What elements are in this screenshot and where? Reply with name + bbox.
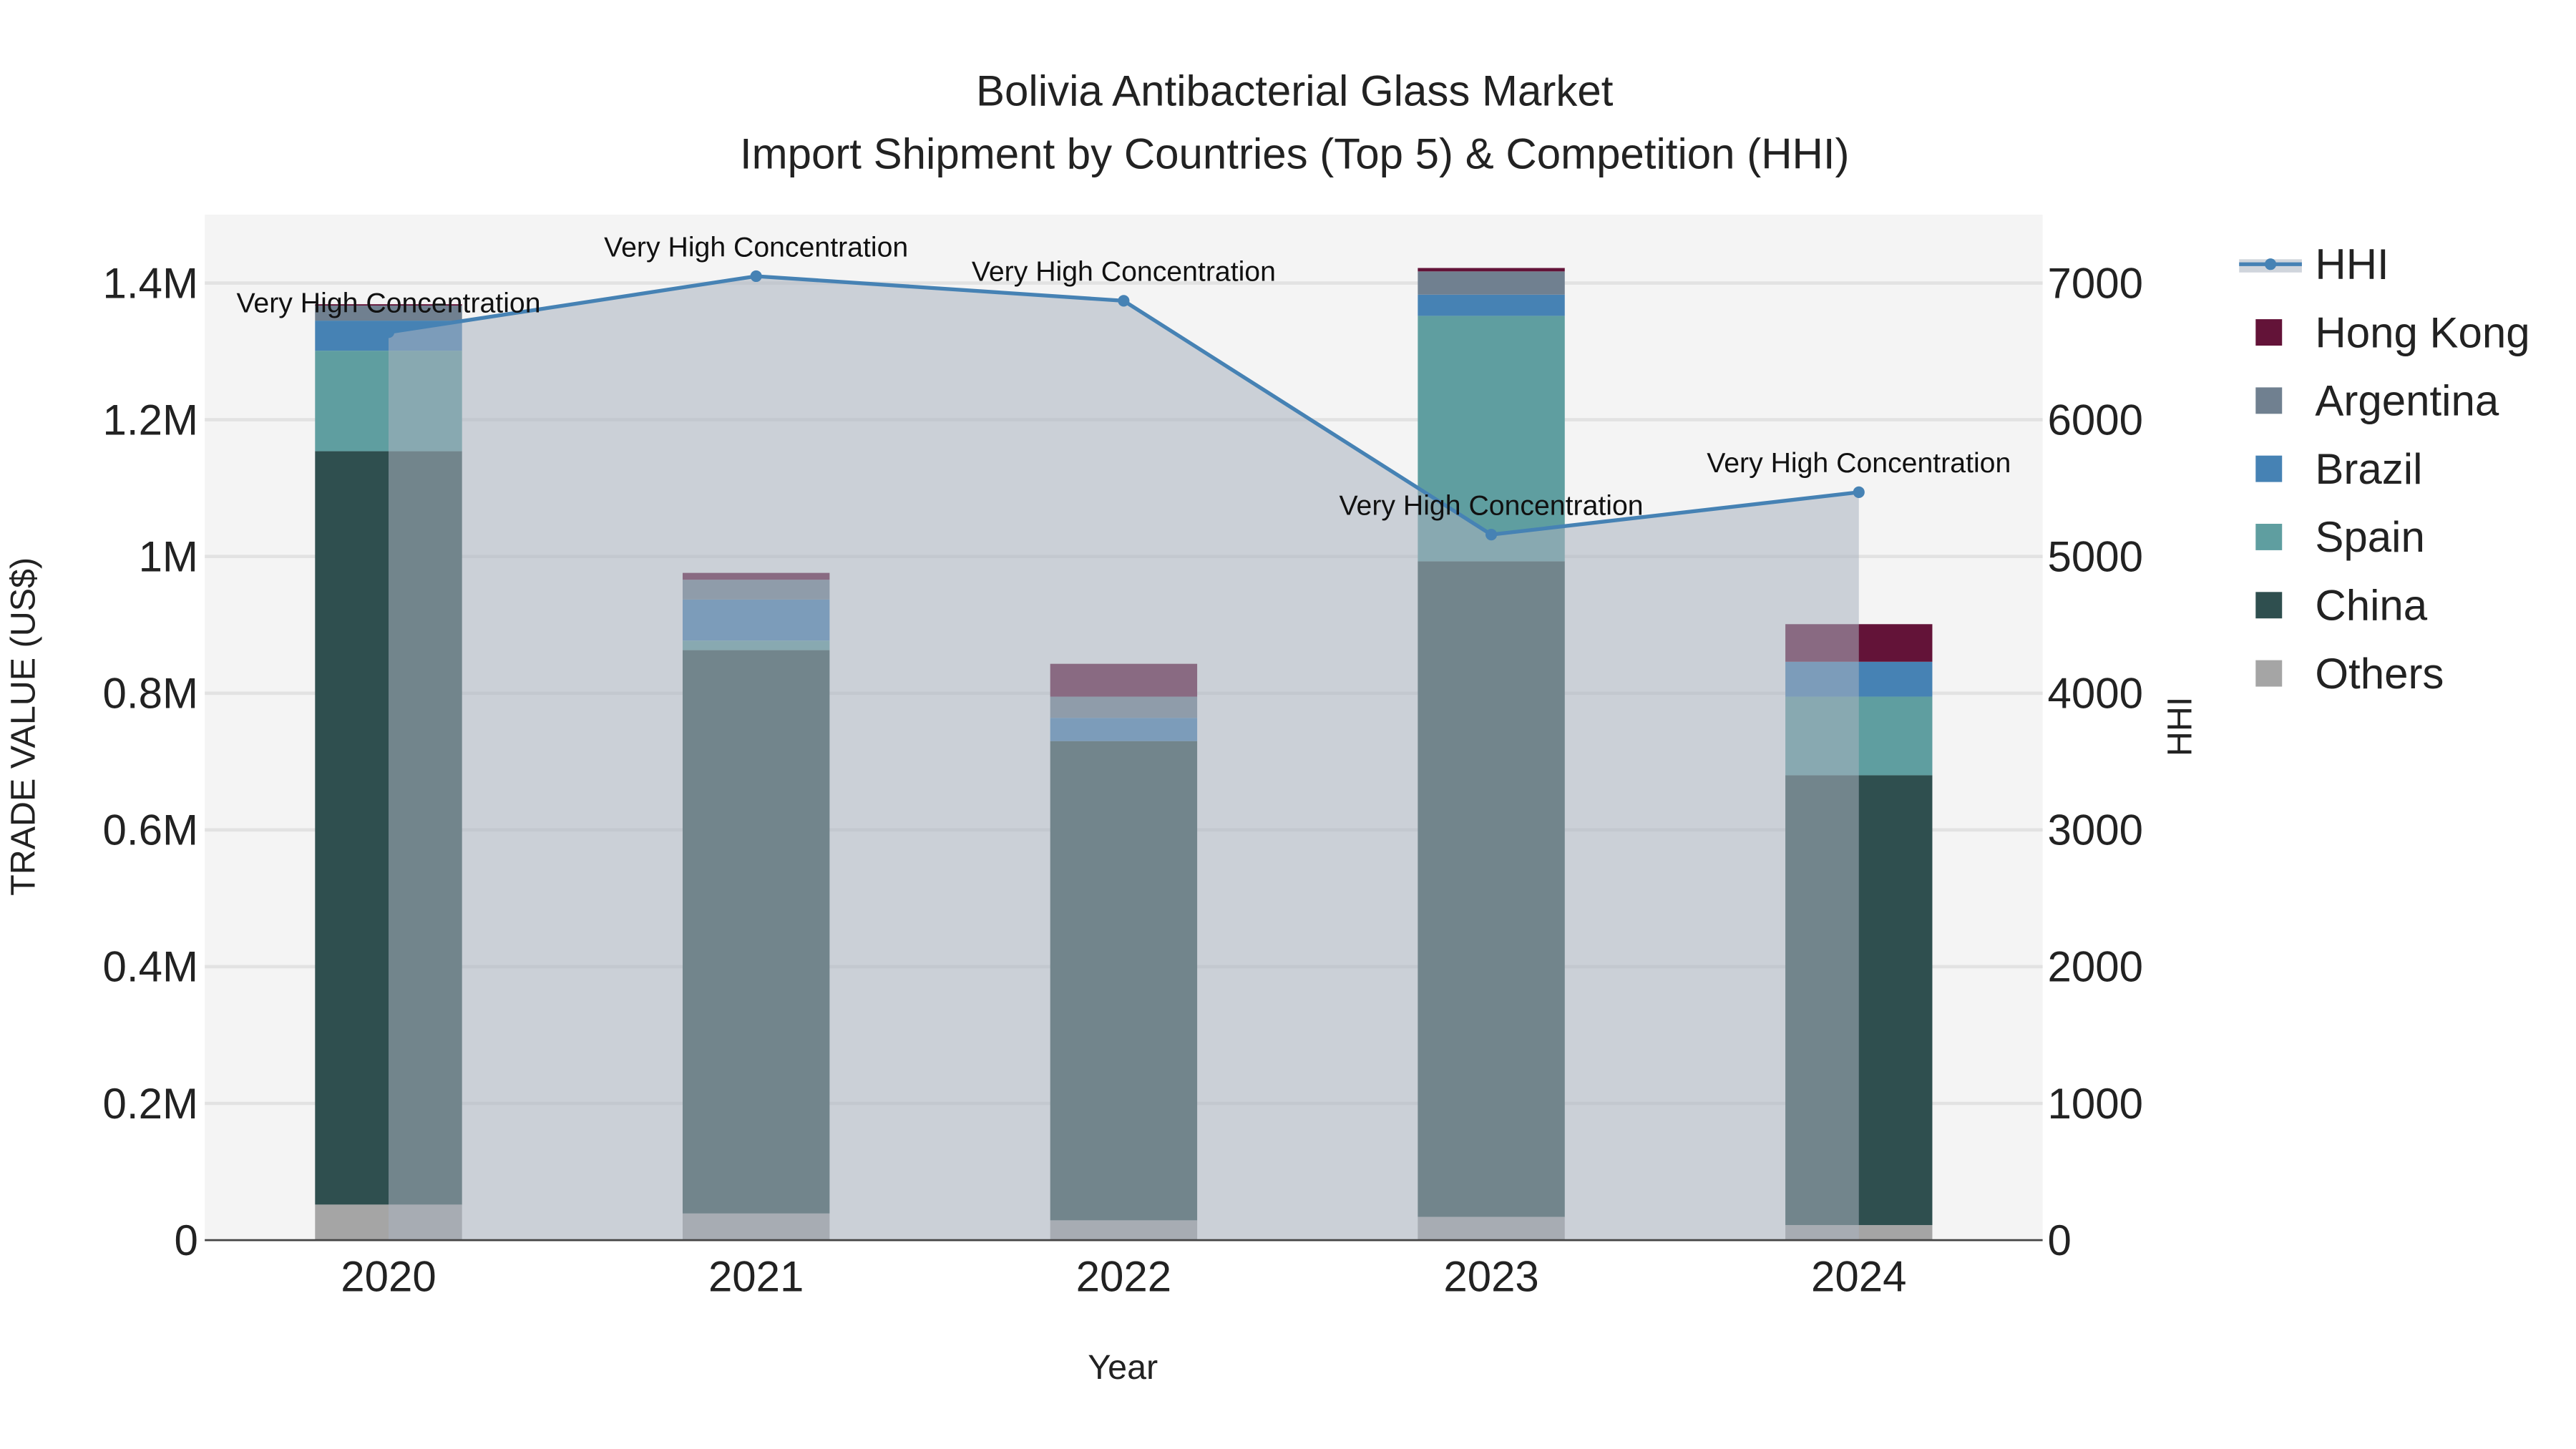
hhi-annotation: Very High Concentration (604, 231, 908, 263)
x-tick-label: 2022 (1076, 1253, 1171, 1301)
legend-label: HHI (2315, 240, 2389, 288)
legend-item-hong-kong[interactable]: Hong Kong (2255, 308, 2530, 356)
legend-label: Others (2315, 650, 2444, 698)
legend-label: Argentina (2315, 377, 2499, 425)
y-tick-label: 1.4M (103, 259, 198, 307)
bar-argentina (1418, 271, 1565, 295)
legend-label: Brazil (2315, 445, 2422, 493)
y2-tick-label: 5000 (2048, 532, 2143, 580)
hhi-point (382, 326, 395, 338)
y2-tick-label: 1000 (2048, 1080, 2143, 1128)
hhi-point (1485, 529, 1498, 541)
hhi-point (1853, 486, 1865, 498)
hhi-annotation: Very High Concentration (1340, 489, 1644, 521)
legend-swatch (2255, 592, 2283, 619)
bar-argentina (315, 306, 462, 321)
legend-label: Hong Kong (2315, 308, 2529, 356)
hhi-area (389, 275, 1859, 1241)
y-tick-label: 1.2M (103, 396, 198, 444)
legend-swatch (2265, 258, 2277, 270)
hhi-point (1118, 295, 1130, 307)
y-tick-label: 0.8M (103, 670, 198, 718)
chart-title: Bolivia Antibacterial Glass Market (976, 67, 1614, 115)
legend-swatch (2255, 319, 2283, 346)
legend-item-spain[interactable]: Spain (2255, 513, 2425, 561)
bar-hong-kong (315, 304, 462, 306)
y2-tick-label: 3000 (2048, 806, 2143, 854)
y-tick-label: 0.6M (103, 806, 198, 854)
y-tick-label: 1M (139, 532, 198, 580)
bar-brazil (1418, 294, 1565, 316)
legend-swatch (2255, 387, 2283, 414)
legend-swatch (2255, 660, 2283, 687)
hhi-annotation: Very High Concentration (972, 256, 1276, 288)
y2-tick-label: 6000 (2048, 396, 2143, 444)
x-tick-label: 2024 (1811, 1253, 1906, 1301)
y2-tick-label: 7000 (2048, 259, 2143, 307)
chart-subtitle: Import Shipment by Countries (Top 5) & C… (740, 130, 1850, 177)
bar-hong-kong (1418, 268, 1565, 272)
y2-tick-label: 2000 (2048, 943, 2143, 991)
y2-tick-label: 4000 (2048, 670, 2143, 718)
x-axis-label: Year (1088, 1348, 1158, 1387)
hhi-annotation: Very High Concentration (1707, 447, 2011, 479)
legend-swatch (2255, 524, 2283, 550)
hhi-annotation: Very High Concentration (236, 288, 540, 319)
x-tick-label: 2020 (341, 1253, 436, 1301)
y-tick-label: 0.4M (103, 943, 198, 991)
y-tick-label: 0 (175, 1216, 198, 1264)
legend-item-others[interactable]: Others (2255, 650, 2444, 698)
legend-swatch (2255, 455, 2283, 482)
legend-item-argentina[interactable]: Argentina (2255, 377, 2499, 425)
hhi-point (750, 270, 762, 283)
y-tick-label: 0.2M (103, 1080, 198, 1128)
legend-label: Spain (2315, 513, 2424, 561)
legend-item-hhi[interactable]: HHI (2239, 240, 2389, 288)
legend-item-china[interactable]: China (2255, 582, 2428, 630)
legend-item-brazil[interactable]: Brazil (2255, 445, 2422, 493)
legend-label: China (2315, 582, 2427, 630)
y2-axis-label: HHI (2160, 697, 2199, 756)
x-tick-label: 2021 (708, 1253, 804, 1301)
y-axis-label: TRADE VALUE (US$) (4, 557, 42, 896)
x-tick-label: 2023 (1443, 1253, 1538, 1301)
y2-tick-label: 0 (2048, 1216, 2072, 1264)
